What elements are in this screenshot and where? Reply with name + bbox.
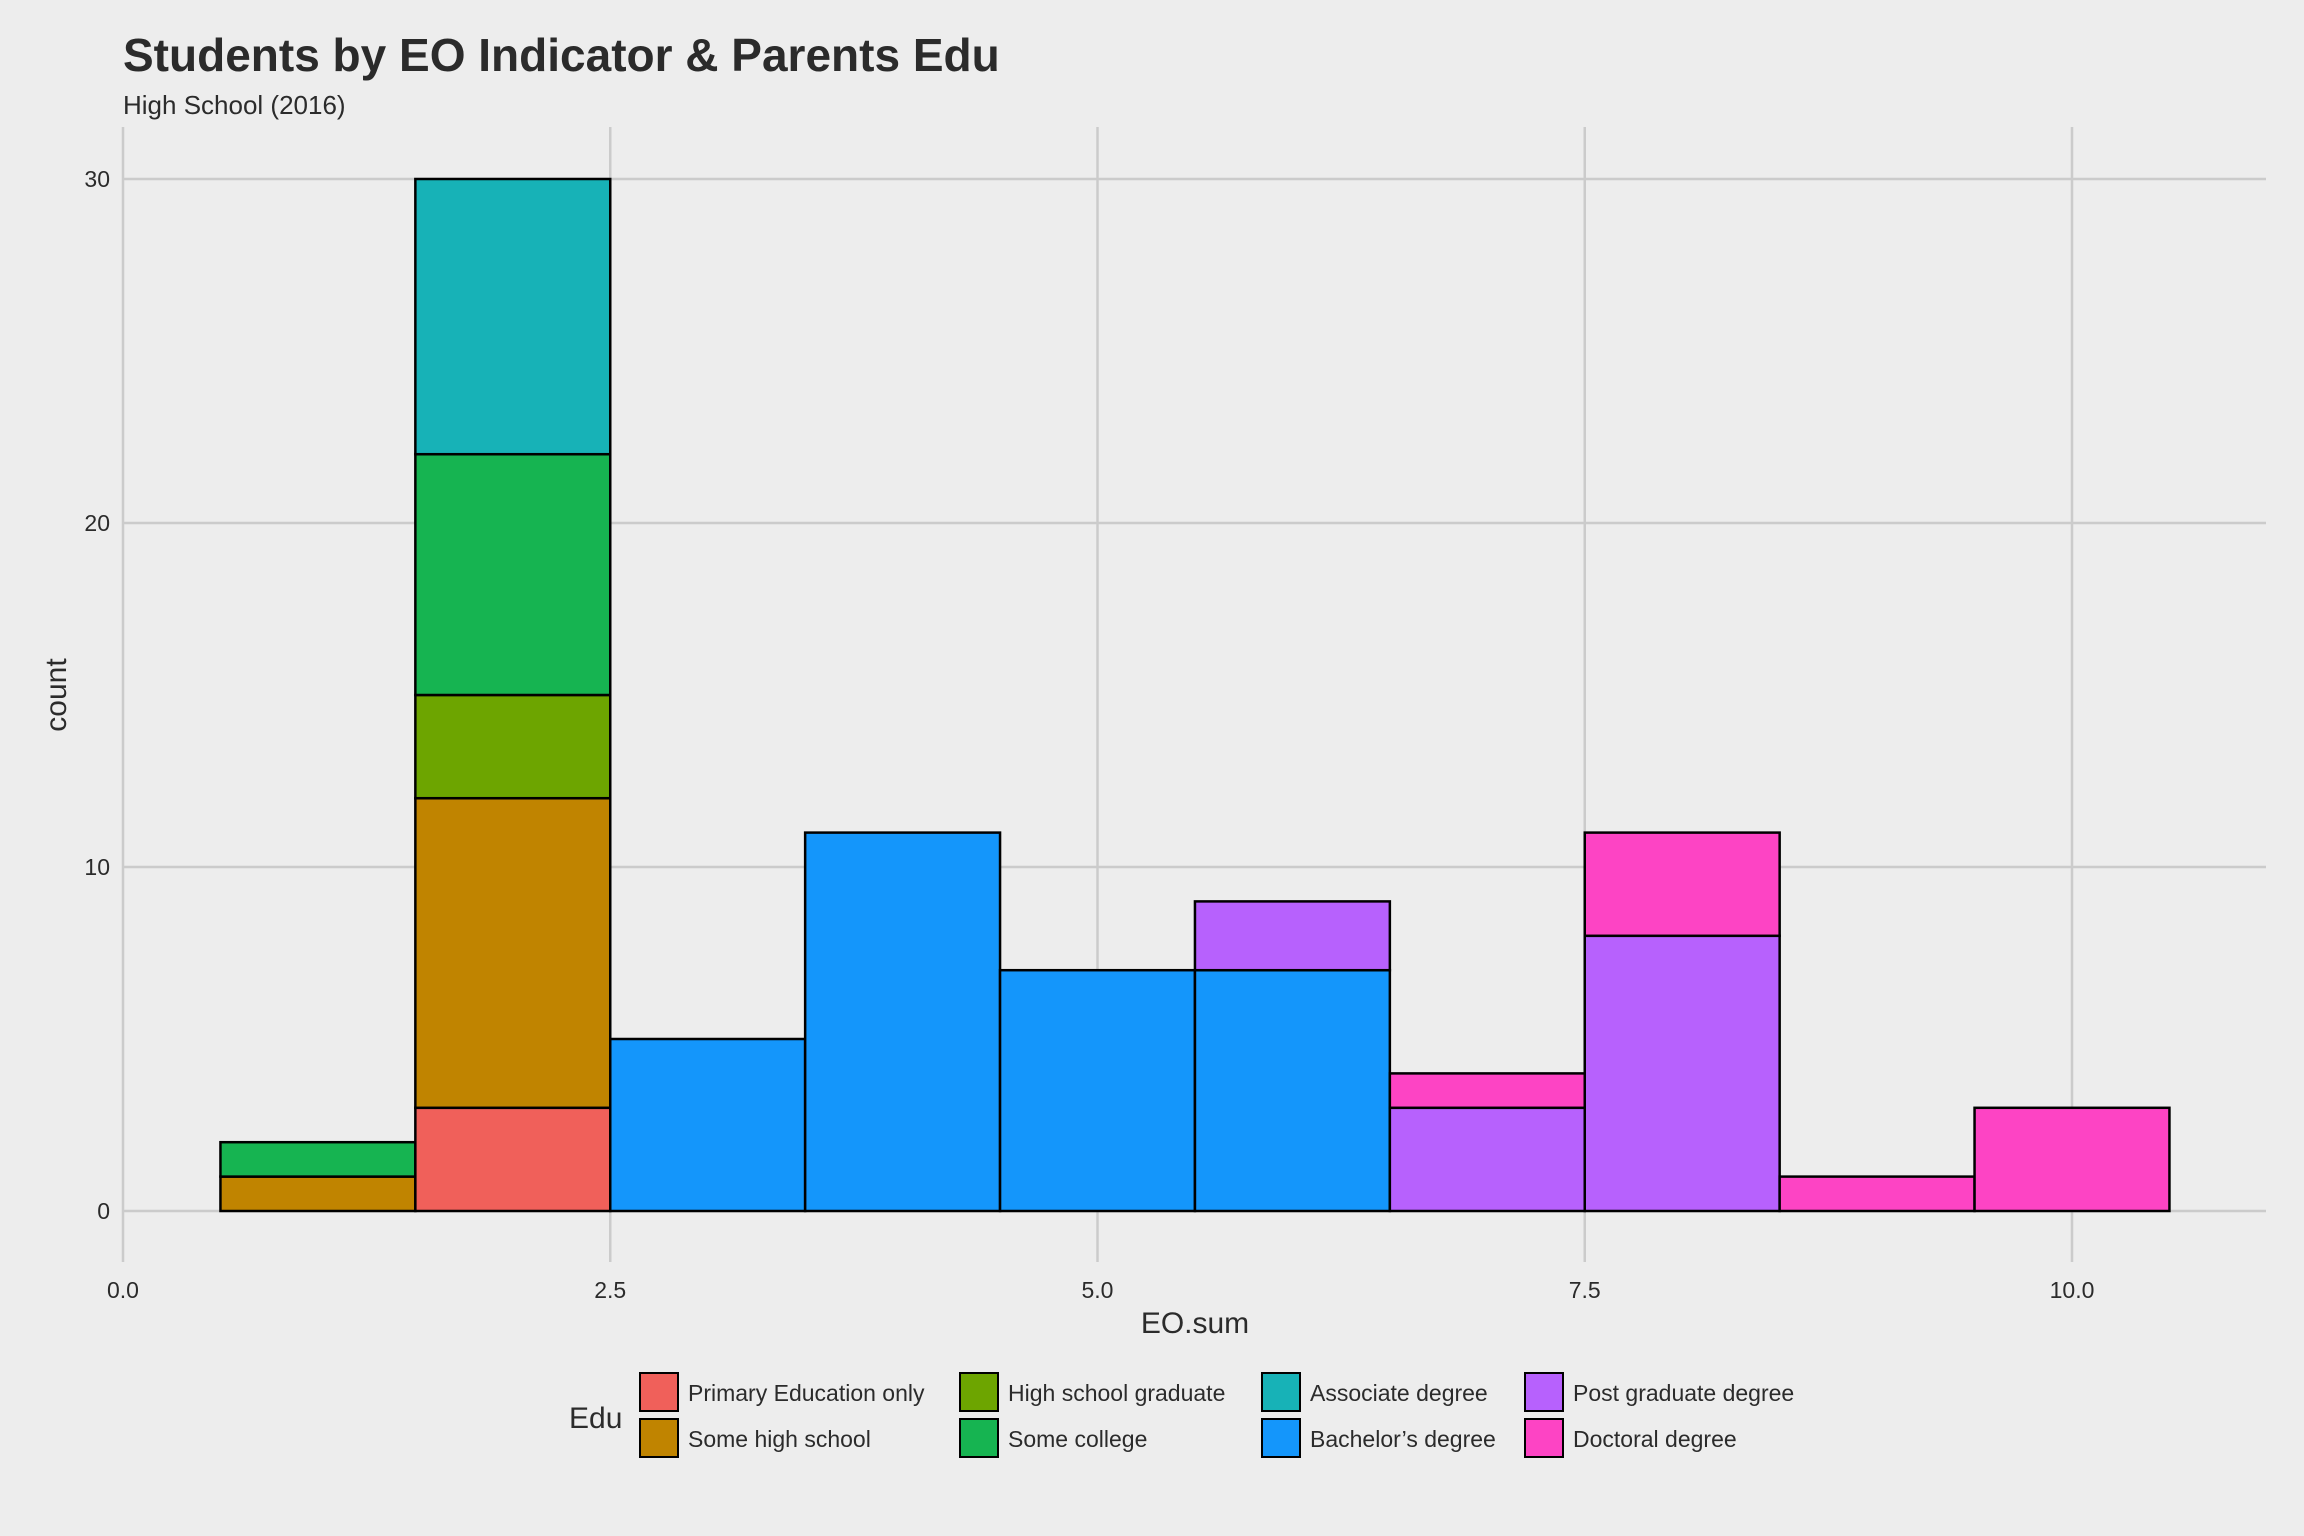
bar-segment xyxy=(1193,968,1392,1213)
bar-segment xyxy=(1388,1072,1586,1110)
bar-segment xyxy=(219,1140,417,1178)
legend-key xyxy=(959,1372,999,1412)
bar-segment xyxy=(1193,900,1392,972)
legend-key xyxy=(1261,1418,1301,1458)
legend: Edu Primary Education only Some high scho… xyxy=(569,1372,1794,1458)
legend-label: Some college xyxy=(1008,1426,1147,1452)
bar-segment xyxy=(1973,1106,2171,1213)
bar-segment xyxy=(1388,1106,1586,1213)
axis-ticks: 0.0 2.5 5.0 7.5 10.0 0 10 20 30 xyxy=(84,166,2094,1303)
bar-segment xyxy=(998,968,1197,1213)
bar-segment xyxy=(1583,934,1781,1213)
y-tick-label: 10 xyxy=(84,854,110,880)
x-tick-label: 2.5 xyxy=(594,1277,626,1303)
bar-segment xyxy=(803,831,1002,1213)
legend-label: Bachelor’s degree xyxy=(1310,1426,1496,1452)
legend-label: Some high school xyxy=(688,1426,871,1452)
legend-key xyxy=(959,1418,999,1458)
x-tick-label: 7.5 xyxy=(1569,1277,1601,1303)
legend-label: Doctoral degree xyxy=(1573,1426,1737,1452)
bar-segment xyxy=(219,1175,417,1213)
bar-segment xyxy=(414,452,612,697)
bar-segment xyxy=(414,796,612,1110)
bar-segment xyxy=(414,693,612,800)
x-axis-title: EO.sum xyxy=(1141,1307,1249,1340)
x-tick-label: 0.0 xyxy=(107,1277,139,1303)
legend-title: Edu xyxy=(569,1402,622,1435)
legend-key xyxy=(639,1418,679,1458)
y-tick-label: 0 xyxy=(97,1198,110,1224)
bar-segment xyxy=(414,177,612,456)
bar-segment xyxy=(609,1037,807,1213)
y-tick-label: 20 xyxy=(84,510,110,536)
legend-label: Associate degree xyxy=(1310,1380,1488,1406)
chart-title: Students by EO Indicator & Parents Edu xyxy=(123,29,1000,81)
bar-segment xyxy=(1778,1175,1976,1213)
y-axis-title: count xyxy=(40,658,73,732)
bar-segment xyxy=(414,1106,612,1213)
legend-key xyxy=(1524,1372,1564,1412)
histogram-bars xyxy=(219,177,2171,1213)
legend-key xyxy=(1261,1372,1301,1412)
chart-subtitle: High School (2016) xyxy=(123,90,346,120)
legend-label: Post graduate degree xyxy=(1573,1380,1794,1406)
y-tick-label: 30 xyxy=(84,166,110,192)
legend-label: Primary Education only xyxy=(688,1380,925,1406)
legend-key xyxy=(1524,1418,1564,1458)
bar-segment xyxy=(1583,831,1781,938)
legend-label: High school graduate xyxy=(1008,1380,1225,1406)
x-tick-label: 5.0 xyxy=(1082,1277,1114,1303)
legend-key xyxy=(639,1372,679,1412)
x-tick-label: 10.0 xyxy=(2050,1277,2095,1303)
